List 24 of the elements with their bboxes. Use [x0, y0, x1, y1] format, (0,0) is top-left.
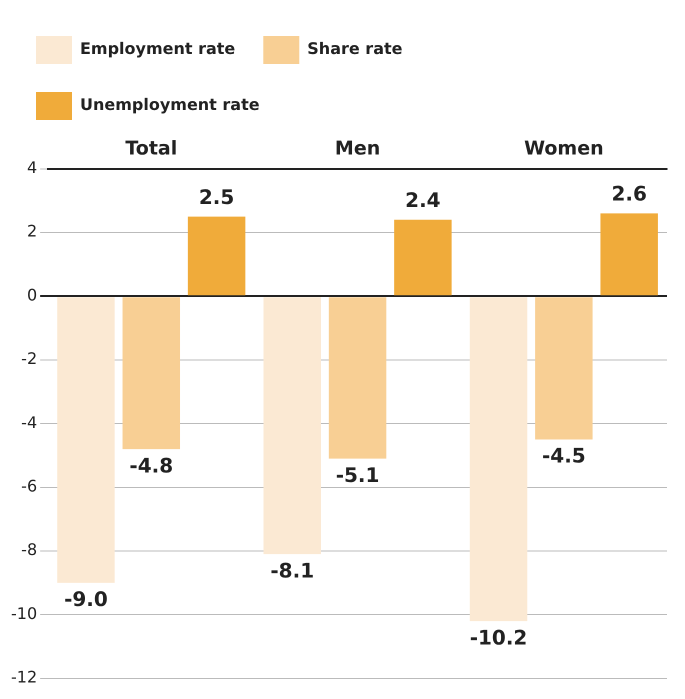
y-tick-label: -2 — [21, 349, 38, 368]
y-tick-label: -6 — [21, 476, 38, 496]
y-tick-label: -12 — [10, 668, 38, 687]
data-label: -5.1 — [336, 462, 380, 487]
data-label: -8.1 — [270, 558, 314, 582]
y-tick-label: 4 — [26, 158, 38, 177]
y-tick-label: 0 — [26, 285, 38, 304]
data-label: -4.8 — [129, 453, 174, 478]
y-tick-label: -10 — [10, 604, 38, 623]
x-tick-label: Men — [334, 137, 380, 160]
data-label: -10.2 — [470, 625, 528, 650]
data-label: 2.6 — [611, 182, 647, 206]
y-tick-label: -4 — [21, 412, 38, 432]
legend-label: Unemployment rate — [80, 95, 260, 114]
data-label: 2.5 — [198, 184, 234, 209]
y-tick-label: 2 — [26, 222, 38, 241]
legend-label: Share rate — [307, 39, 403, 58]
legend-label: Employment rate — [80, 39, 236, 58]
x-tick-label: Total — [125, 137, 178, 160]
data-label: -9.0 — [64, 587, 108, 612]
data-label: -4.5 — [542, 444, 586, 468]
data-label: 2.4 — [405, 188, 441, 212]
y-tick-label: -8 — [21, 540, 38, 560]
x-tick-label: Women — [524, 137, 604, 160]
